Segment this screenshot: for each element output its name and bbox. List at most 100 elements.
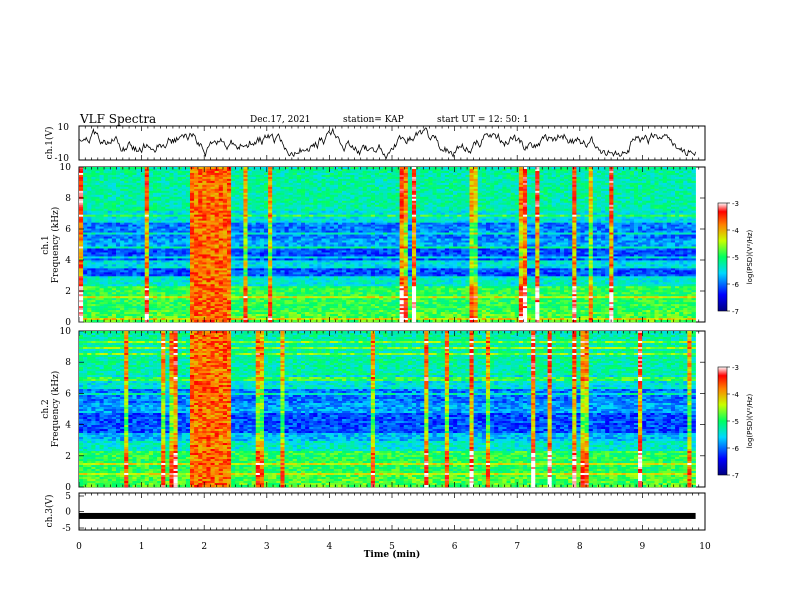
spectrogram-cell xyxy=(87,296,91,298)
spectrogram-cell xyxy=(169,227,173,229)
spectrogram-cell xyxy=(128,314,132,316)
spectrogram-cell xyxy=(120,193,124,195)
spectrogram-cell xyxy=(145,294,149,296)
spectrogram-cell xyxy=(100,179,104,181)
spectrogram-cell xyxy=(153,296,157,298)
spectrogram-cell xyxy=(182,197,186,199)
spectrogram-cell xyxy=(87,227,91,229)
spectrogram-cell xyxy=(100,266,104,268)
spectrogram-cell xyxy=(165,260,169,262)
spectrogram-cell xyxy=(153,288,157,290)
spectrogram-cell xyxy=(100,185,104,187)
spectrogram-cell xyxy=(149,268,153,270)
spectrogram-cell xyxy=(128,292,132,294)
spectrogram-cell xyxy=(112,246,116,248)
spectrogram-cell xyxy=(137,219,141,221)
spectrogram-cell xyxy=(141,314,145,316)
spectrogram-cell xyxy=(100,217,104,219)
spectrogram-cell xyxy=(83,272,87,274)
spectrogram-cell xyxy=(112,270,116,272)
spectrogram-cell xyxy=(169,266,173,268)
spectrogram-cell xyxy=(149,227,153,229)
spectrogram-cell xyxy=(137,243,141,245)
spectrogram-cell xyxy=(124,274,128,276)
spectrogram-cell xyxy=(161,272,165,274)
spectrogram-cell xyxy=(165,316,169,318)
spectrogram-cell xyxy=(124,235,128,237)
spectrogram-cell xyxy=(124,304,128,306)
spectrogram-cell xyxy=(149,304,153,306)
spectrogram-cell xyxy=(79,298,83,300)
spectrogram-cell xyxy=(149,219,153,221)
spectrogram-cell xyxy=(128,225,132,227)
spectrogram-cell xyxy=(120,256,124,258)
spectrogram-cell xyxy=(79,237,83,239)
spectrogram-cell xyxy=(91,235,95,237)
spectrogram-cell xyxy=(128,233,132,235)
spectrogram-cell xyxy=(153,318,157,320)
spectrogram-cell xyxy=(120,175,124,177)
spectrogram-cell xyxy=(100,171,104,173)
spectrogram-cell xyxy=(124,282,128,284)
spectrogram-cell xyxy=(120,274,124,276)
spectrogram-cell xyxy=(132,209,136,211)
spectrogram-cell xyxy=(161,197,165,199)
spectrogram-cell xyxy=(100,282,104,284)
spectrogram-cell xyxy=(161,245,165,247)
spectrogram-cell xyxy=(174,243,178,245)
spectrogram-cell xyxy=(153,187,157,189)
spectrogram-cell xyxy=(128,217,132,219)
spectrogram-cell xyxy=(174,173,178,175)
spectrogram-cell xyxy=(149,294,153,296)
spectrogram-cell xyxy=(132,296,136,298)
spectrogram-cell xyxy=(120,318,124,320)
spectrogram-cell xyxy=(165,245,169,247)
spectrogram-cell xyxy=(87,225,91,227)
spectrogram-cell xyxy=(120,306,124,308)
spectrogram-cell xyxy=(91,276,95,278)
spectrogram-cell xyxy=(100,219,104,221)
spectrogram-cell xyxy=(100,262,104,264)
spectrogram-cell xyxy=(149,193,153,195)
spectrogram-cell xyxy=(120,308,124,310)
spectrogram-cell xyxy=(178,320,182,322)
spectrogram-cell xyxy=(91,201,95,203)
spectrogram-cell xyxy=(128,274,132,276)
spectrogram-cell xyxy=(91,316,95,318)
spectrogram-cell xyxy=(132,241,136,243)
spectrogram-cell xyxy=(128,235,132,237)
spectrogram-cell xyxy=(137,260,141,262)
spectrogram-cell xyxy=(157,290,161,292)
spectrogram-cell xyxy=(116,268,120,270)
spectrogram-cell xyxy=(91,171,95,173)
spectrogram-cell xyxy=(95,237,99,239)
spectrogram-cell xyxy=(128,185,132,187)
spectrogram-cell xyxy=(174,292,178,294)
spectrogram-cell xyxy=(95,175,99,177)
spectrogram-cell xyxy=(165,183,169,185)
spectrogram-cell xyxy=(149,266,153,268)
spectrogram-cell xyxy=(145,205,149,207)
spectrogram-cell xyxy=(116,266,120,268)
spectrogram-cell xyxy=(137,312,141,314)
spectrogram-cell xyxy=(141,282,145,284)
spectrogram-cell xyxy=(112,288,116,290)
spectrogram-cell xyxy=(132,308,136,310)
spectrogram-cell xyxy=(112,284,116,286)
spectrogram-cell xyxy=(153,252,157,254)
spectrogram-cell xyxy=(120,179,124,181)
spectrogram-cell xyxy=(87,183,91,185)
spectrogram-cell xyxy=(137,227,141,229)
spectrogram-cell xyxy=(174,213,178,215)
spectrogram-cell xyxy=(100,175,104,177)
spectrogram-cell xyxy=(104,262,108,264)
spectrogram-cell xyxy=(149,189,153,191)
spectrogram-cell xyxy=(120,219,124,221)
spectrogram-cell xyxy=(165,310,169,312)
spectrogram-cell xyxy=(79,256,83,258)
spectrogram-cell xyxy=(95,312,99,314)
spectrogram-cell xyxy=(87,312,91,314)
spectrogram-cell xyxy=(124,189,128,191)
spectrogram-cell xyxy=(182,183,186,185)
spectrogram-cell xyxy=(174,221,178,223)
